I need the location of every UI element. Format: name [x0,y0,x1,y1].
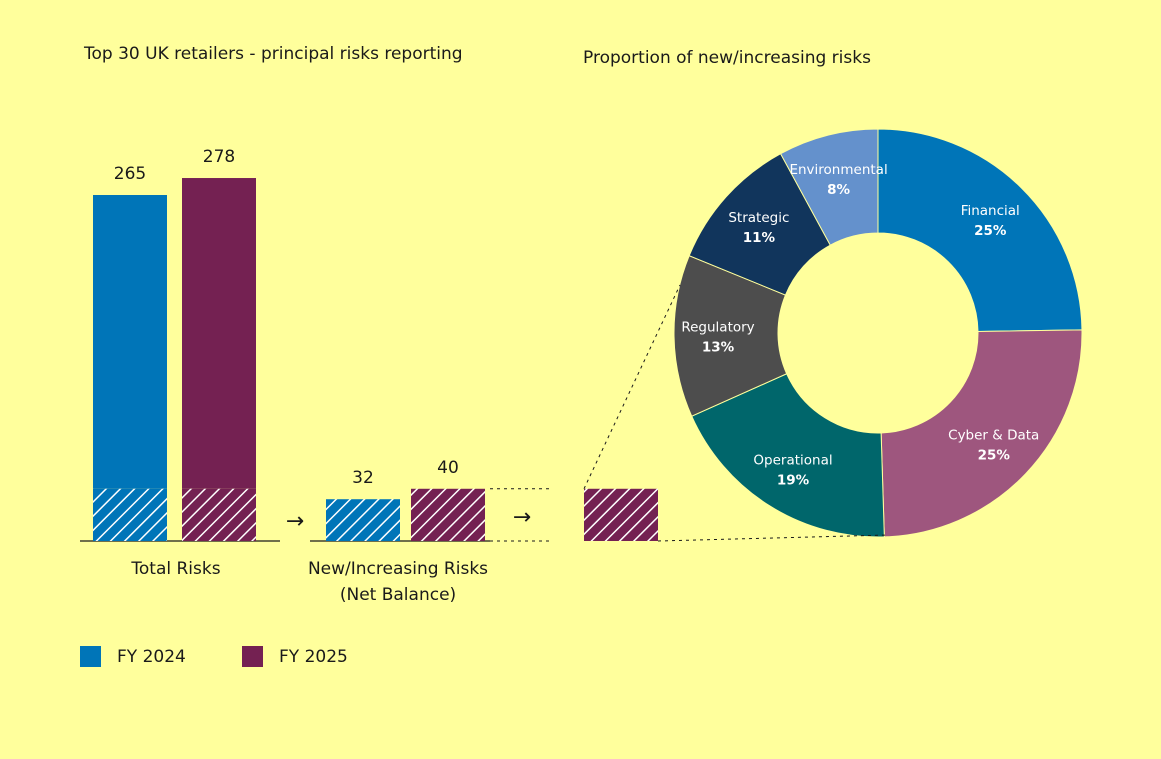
bar-net-fy2024 [326,499,400,541]
category-label-1-0: New/Increasing Risks [308,559,488,579]
data-label-total-fy2025: 278 [203,147,235,167]
slice-label-operational: Operational [753,453,832,469]
bar-total-fy2025 [182,178,256,489]
legend-swatch-fy2024 [80,646,101,667]
donut-chart-title: Proportion of new/increasing risks [583,48,871,68]
slice-financial [877,128,1083,332]
bar-chart-title: Top 30 UK retailers - principal risks re… [84,44,463,64]
category-label-1-1: (Net Balance) [340,585,456,605]
slice-value-environmental: 8% [827,182,850,198]
slice-operational [691,373,885,538]
flow-arrow-1: → [513,505,531,530]
slice-label-financial: Financial [961,203,1020,219]
connector-bottom [657,534,889,542]
legend-label-fy2025: FY 2025 [279,646,348,667]
slice-label-regulatory: Regulatory [681,319,754,335]
bar-total-fy2024 [93,195,167,489]
legend-swatch-fy2025 [242,646,263,667]
data-label-total-fy2024: 265 [114,164,146,184]
bar-total-hatch-fy2025 [182,488,256,541]
data-label-net-fy2025: 40 [437,458,459,478]
bar-total-hatch-fy2024 [93,488,167,541]
bar-net-fy2025 [411,488,485,541]
slice-label-strategic: Strategic [728,210,789,226]
slice-value-financial: 25% [974,223,1007,239]
slice-value-operational: 19% [777,473,810,489]
flow-arrow-0: → [286,509,304,534]
slice-label-environmental: Environmental [789,162,887,178]
bars-layer: 265 32 278 40 Total Risks New/Increasing Risk… [80,147,658,605]
net-balance-highlight-box [584,488,658,541]
slice-cyber-data [880,329,1083,538]
slice-value-regulatory: 13% [702,339,735,355]
slice-value-cyber-data: 25% [978,447,1011,463]
legend-item-fy2025: FY 2025 [242,646,348,667]
slice-environmental [779,128,879,246]
donut-layer: Financial 25% Cyber & Data 25% Operational 19… [583,128,1083,542]
category-label-0-0: Total Risks [130,559,220,579]
connector-top [583,284,681,489]
legend-label-fy2024: FY 2024 [117,646,186,667]
slice-label-cyber-data: Cyber & Data [948,427,1039,443]
slice-value-strategic: 11% [743,230,776,246]
legend-item-fy2024: FY 2024 [80,646,186,667]
data-label-net-fy2024: 32 [352,468,374,488]
